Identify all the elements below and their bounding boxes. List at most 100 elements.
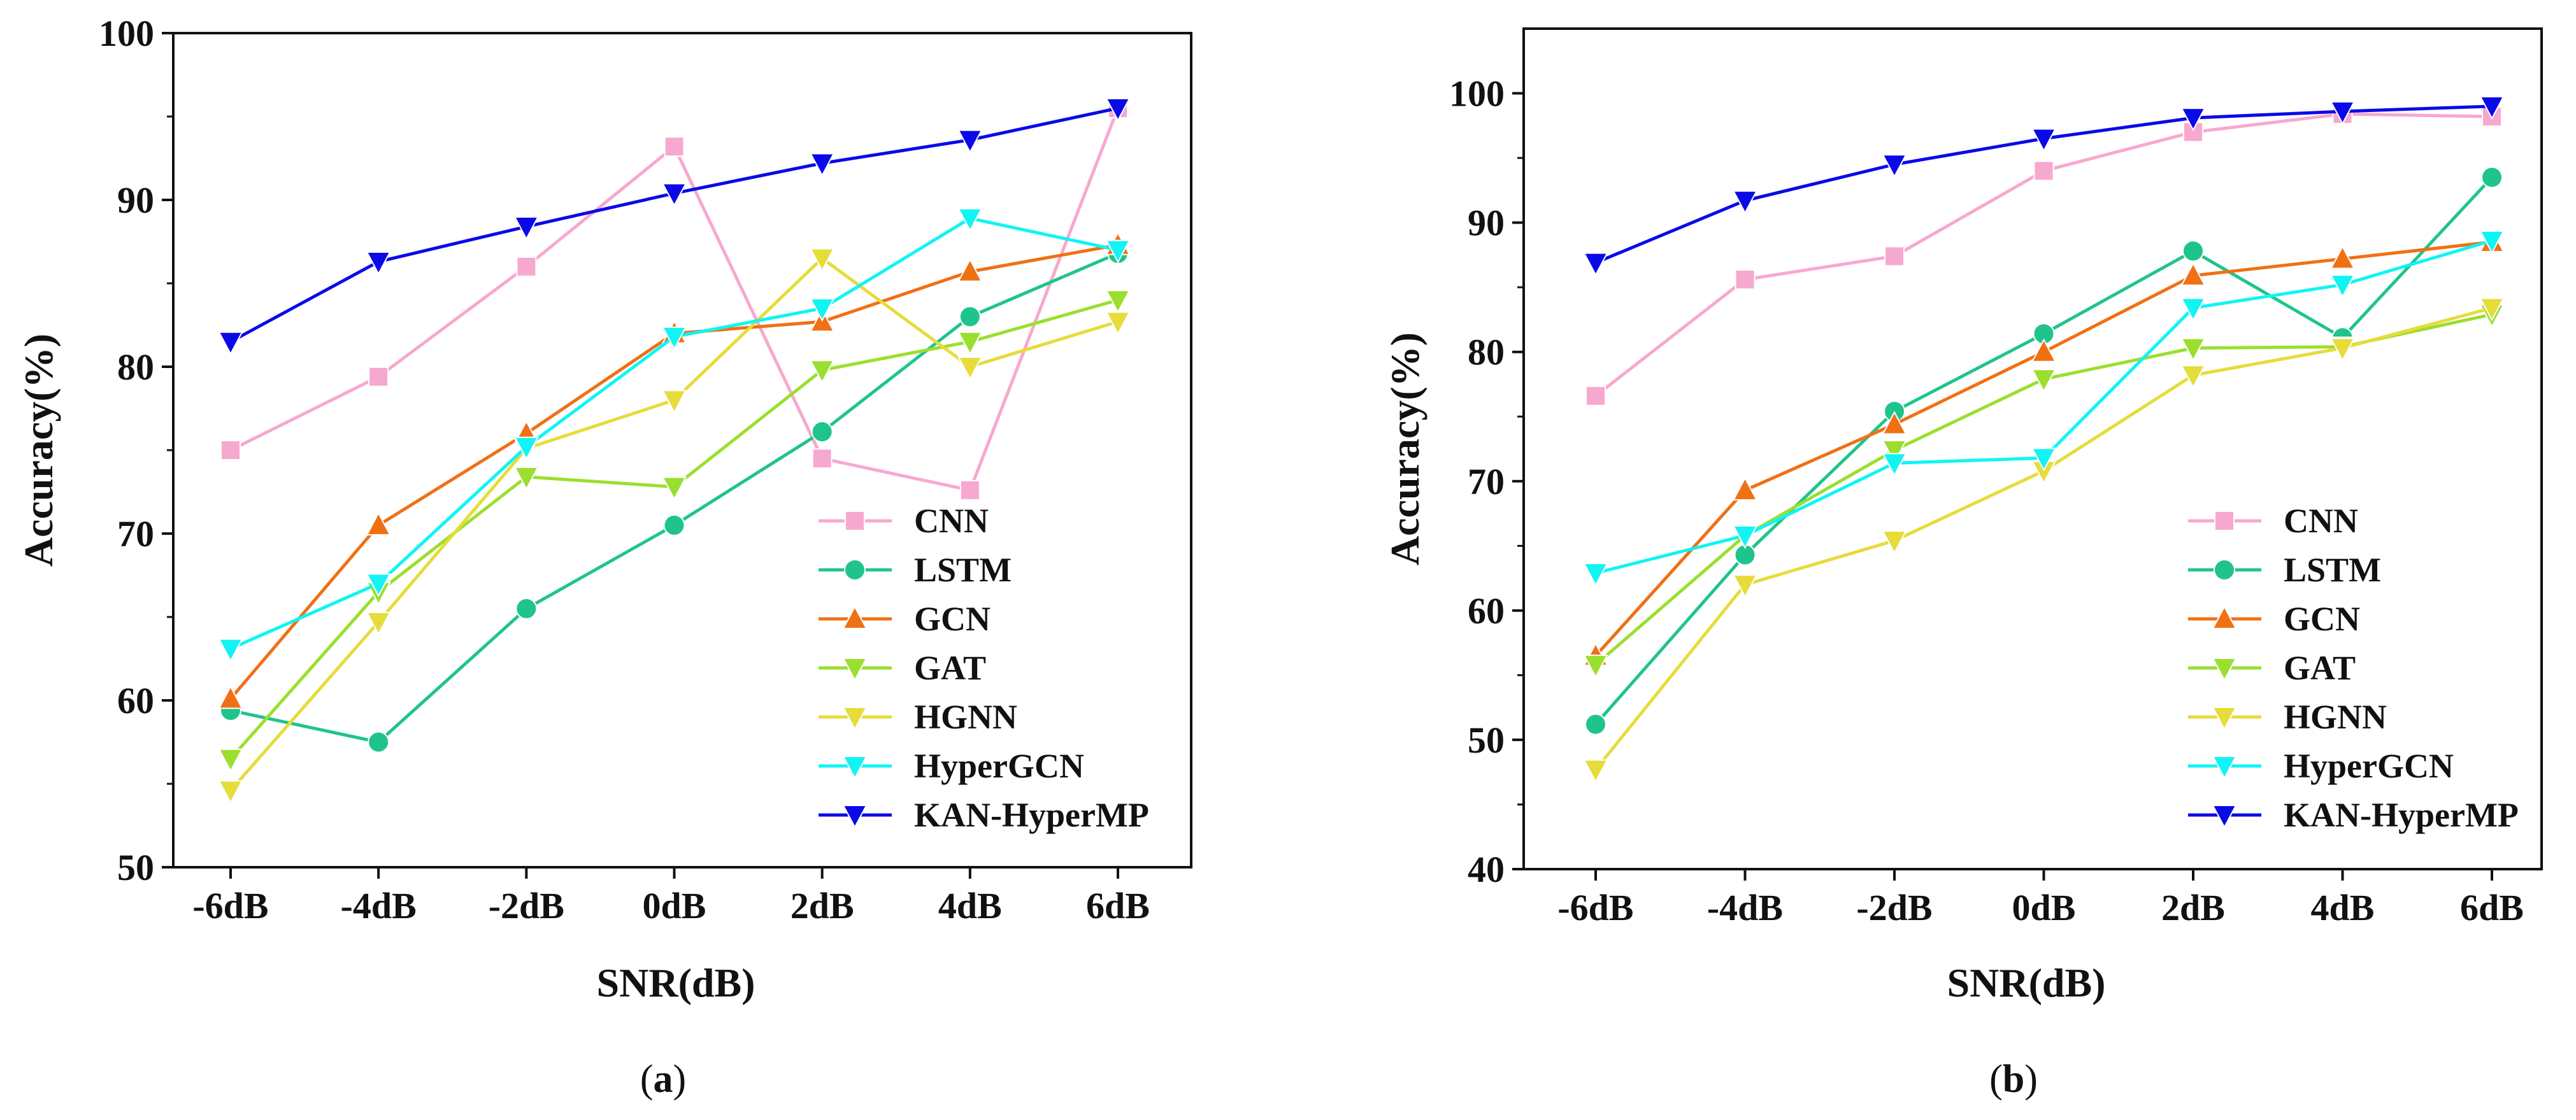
legend-label-hypergcn: HyperGCN	[2284, 747, 2454, 785]
series-lstm	[220, 242, 1129, 753]
data-point-gat	[661, 476, 687, 500]
x-tick-label: 2dB	[791, 885, 854, 926]
panel-caption-letter: a	[654, 1058, 673, 1101]
data-point-cnn	[812, 448, 833, 469]
series-kan-hypermp	[1583, 96, 2505, 276]
data-point-kan-hypermp	[810, 153, 835, 177]
data-point-kan-hypermp	[1105, 97, 1131, 122]
data-point-gat	[513, 466, 539, 491]
legend-marker-cnn	[2214, 511, 2235, 531]
data-point-kan-hypermp	[1732, 190, 1758, 215]
data-point-kan-hypermp	[661, 183, 687, 207]
data-point-hypergcn	[1583, 562, 1608, 587]
data-point-lstm	[811, 421, 833, 443]
data-point-gcn	[366, 511, 391, 535]
x-tick-label: 4dB	[938, 885, 1002, 926]
plot-frame	[172, 32, 1192, 868]
x-axis-title: SNR(dB)	[1947, 960, 2106, 1005]
data-point-lstm	[2481, 166, 2503, 188]
data-point-hypergcn	[661, 326, 687, 350]
x-tick-label: 6dB	[1086, 885, 1150, 926]
data-point-hypergcn	[2031, 448, 2057, 472]
data-point-cnn	[368, 366, 389, 387]
x-tick-label: -2dB	[489, 885, 564, 926]
y-tick-label: 80	[117, 346, 154, 388]
legend-label-hypergcn: HyperGCN	[914, 747, 1084, 785]
legend-marker-gat	[842, 658, 868, 682]
legend-label-gcn: GCN	[914, 600, 991, 638]
legend-marker-hgnn	[842, 707, 868, 731]
data-point-gat	[218, 748, 243, 772]
data-point-gat	[2031, 369, 2057, 393]
data-point-hgnn	[366, 611, 391, 635]
data-point-hgnn	[2180, 365, 2206, 389]
legend: CNN LSTM GCN GAT HGNN HyperGCN KAN-HyperMP	[819, 502, 1149, 834]
chart-panel-a: 50 60 70 80 90 100 -6dB -4dB -2dB 0dB 2dB 4dB 6dB SNR…	[16, 13, 1192, 1101]
legend-label-gat: GAT	[2284, 649, 2356, 687]
data-point-lstm	[663, 514, 685, 536]
data-point-hypergcn	[1732, 525, 1758, 549]
y-tick-label: 100	[1449, 73, 1505, 115]
data-point-kan-hypermp	[513, 216, 539, 241]
data-point-hgnn	[661, 390, 687, 414]
plot-frame	[1522, 27, 2543, 870]
data-point-gat	[2180, 337, 2206, 362]
legend-label-cnn: CNN	[914, 502, 989, 540]
data-point-hypergcn	[2479, 230, 2505, 255]
y-tick-label: 40	[1468, 849, 1505, 890]
x-tick-label: -6dB	[192, 885, 268, 926]
legend-label-hgnn: HGNN	[914, 698, 1017, 736]
data-point-gat	[1882, 440, 1907, 464]
series-hypergcn	[218, 208, 1131, 662]
data-point-hgnn	[2479, 297, 2505, 322]
data-point-hypergcn	[513, 436, 539, 460]
data-point-cnn	[2033, 160, 2054, 181]
data-point-gat	[1583, 655, 1608, 679]
data-point-kan-hypermp	[2031, 128, 2057, 152]
y-tick-label: 50	[117, 847, 154, 888]
legend-label-lstm: LSTM	[914, 551, 1012, 589]
legend-marker-kan-hypermp	[842, 805, 868, 829]
legend-marker-cnn	[845, 511, 865, 531]
x-tick-label: 0dB	[2012, 887, 2076, 928]
y-tick-label: 90	[117, 180, 154, 221]
panel-caption: (a)	[640, 1058, 686, 1101]
x-tick-label: -4dB	[1707, 887, 1783, 928]
data-point-hypergcn	[1882, 453, 1907, 477]
data-point-cnn	[516, 256, 537, 277]
y-axis-title: Accuracy(%)	[1382, 332, 1428, 565]
legend-marker-lstm	[844, 559, 866, 581]
data-point-kan-hypermp	[218, 331, 243, 355]
data-point-gcn	[218, 685, 243, 709]
series-kan-hypermp	[218, 97, 1131, 355]
y-tick-label: 60	[1468, 590, 1505, 632]
legend: CNN LSTM GCN GAT HGNN HyperGCN KAN-HyperMP	[2188, 502, 2519, 834]
data-point-hgnn	[1105, 311, 1131, 336]
x-tick-label: 0dB	[643, 885, 706, 926]
data-point-gcn	[2031, 338, 2057, 362]
series-gcn	[1583, 228, 2505, 666]
data-point-hypergcn	[218, 638, 243, 662]
chart-panel-b: 40 50 60 70 80 90 100 -6dB -4dB -2dB 0dB 2dB 4dB 6dB S…	[1382, 27, 2543, 1101]
data-point-hypergcn	[1105, 239, 1131, 264]
data-point-lstm	[515, 597, 538, 620]
data-point-kan-hypermp	[957, 129, 983, 153]
legend-label-kan-hypermp: KAN-HyperMP	[2284, 796, 2519, 834]
legend-marker-gcn	[2212, 605, 2237, 629]
x-tick-label: -4dB	[341, 885, 417, 926]
data-point-hgnn	[1732, 574, 1758, 599]
legend-label-lstm: LSTM	[2284, 551, 2381, 589]
data-point-kan-hypermp	[2329, 101, 2356, 125]
data-point-kan-hypermp	[2180, 108, 2206, 132]
y-tick-label: 70	[1468, 461, 1505, 502]
legend-marker-hypergcn	[2212, 756, 2237, 780]
legend-marker-lstm	[2214, 559, 2235, 581]
data-point-lstm	[1585, 713, 1606, 735]
data-point-hgnn	[957, 357, 983, 381]
data-point-gat	[810, 360, 835, 384]
x-tick-label: -6dB	[1557, 887, 1633, 928]
series-gcn	[218, 231, 1131, 709]
data-point-lstm	[368, 731, 390, 753]
data-point-cnn	[220, 440, 241, 460]
data-point-gat	[957, 331, 983, 355]
